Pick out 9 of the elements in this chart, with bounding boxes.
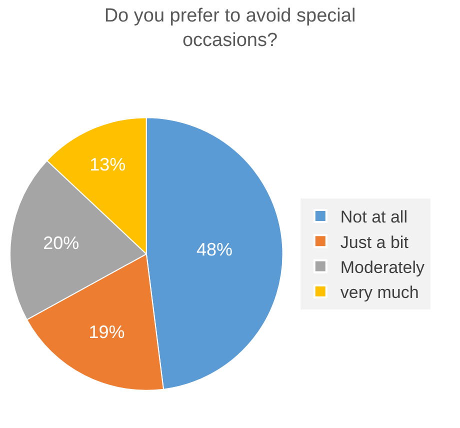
data-label: 19% (88, 322, 125, 342)
legend-label: very much (340, 282, 419, 302)
data-label: 48% (196, 240, 233, 260)
legend-label: Moderately (340, 258, 425, 277)
legend-label: Just a bit (340, 232, 409, 252)
chart-title: Do you prefer to avoid special occasions? (104, 5, 356, 52)
data-label: 20% (43, 233, 80, 254)
legend-label: Not at all (340, 208, 408, 227)
data-label: 13% (90, 154, 126, 174)
